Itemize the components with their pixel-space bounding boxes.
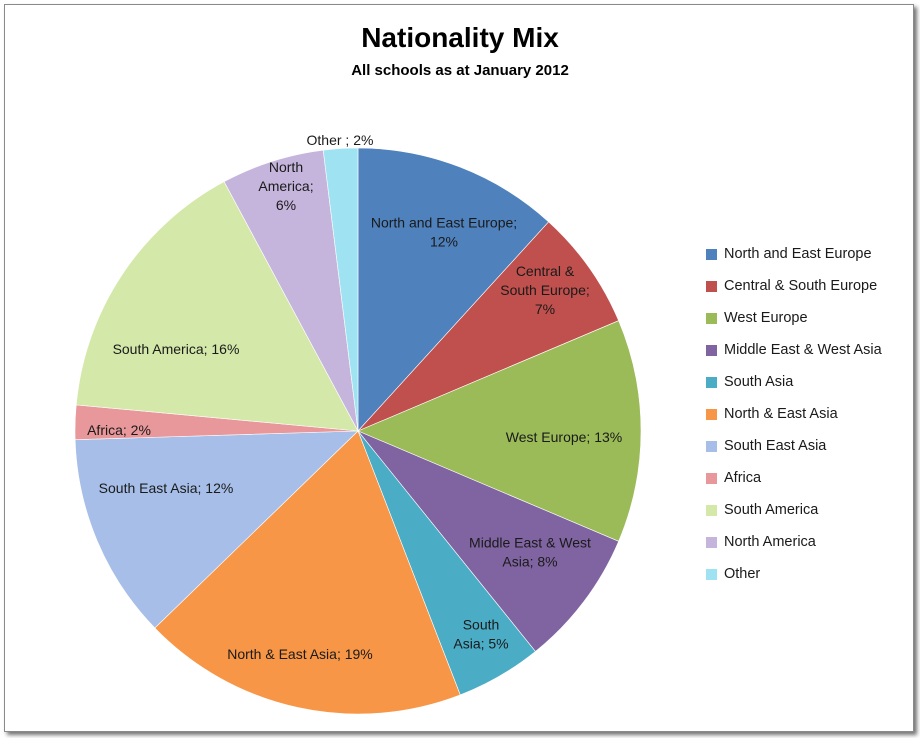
legend-label: South Asia <box>724 374 794 390</box>
pie-slice-other <box>322 147 359 432</box>
slice-label-central-south-europe: Central & South Europe; 7% <box>500 263 590 317</box>
legend-label: Central & South Europe <box>724 278 878 294</box>
pie-slice-west-europe <box>357 320 642 542</box>
legend-item: Other <box>706 558 911 590</box>
legend-item: West Europe <box>706 302 911 334</box>
legend-swatch <box>706 376 717 388</box>
legend-swatch <box>706 312 717 324</box>
pie-slice-south-america <box>75 181 359 432</box>
slice-label-south-america: South America; 16% <box>113 341 240 357</box>
legend-item: South Asia <box>706 366 911 398</box>
legend-swatch <box>706 568 717 580</box>
legend-swatch <box>706 248 717 260</box>
slice-label-west-europe: West Europe; 13% <box>506 429 622 445</box>
chart-legend: North and East Europe Central & South Eur… <box>706 238 911 590</box>
legend-label: South East Asia <box>724 438 827 454</box>
chart-title: Nationality Mix <box>361 22 559 53</box>
legend-label: North America <box>724 534 816 550</box>
legend-label: North and East Europe <box>724 246 872 262</box>
legend-item: Middle East & West Asia <box>706 334 911 366</box>
slice-label-africa: Africa; 2% <box>87 422 151 438</box>
legend-item: North and East Europe <box>706 238 911 270</box>
slice-label-south-asia: South Asia; 5% <box>453 617 508 652</box>
legend-swatch <box>706 472 717 484</box>
legend-swatch <box>706 408 717 420</box>
slice-label-south-east-asia: South East Asia; 12% <box>99 480 234 496</box>
legend-swatch <box>706 344 717 356</box>
legend-label: West Europe <box>724 310 808 326</box>
slice-label-north-america: North America; 6% <box>258 159 313 213</box>
legend-item: South East Asia <box>706 430 911 462</box>
legend-label: Other <box>724 566 761 582</box>
pie-slice-middle-east-west-asia <box>357 430 620 652</box>
slice-label-other: Other ; 2% <box>307 132 374 148</box>
pie-slice-central-south-europe <box>357 221 620 432</box>
slice-label-middle-east-west-asia: Middle East & West Asia; 8% <box>469 535 591 570</box>
legend-label: South America <box>724 502 819 518</box>
legend-item: North America <box>706 526 911 558</box>
legend-swatch <box>706 440 717 452</box>
legend-swatch <box>706 536 717 548</box>
pie-slice-north-east-asia <box>154 430 461 715</box>
legend-item: North & East Asia <box>706 398 911 430</box>
chart-subtitle: All schools as at January 2012 <box>351 62 569 79</box>
legend-item: Africa <box>706 462 911 494</box>
legend-label: Middle East & West Asia <box>724 342 882 358</box>
pie-slice-north-and-east-europe <box>357 147 550 432</box>
legend-item: South America <box>706 494 911 526</box>
slice-label-north-and-east-europe: North and East Europe; 12% <box>371 215 517 250</box>
slice-label-north-east-asia: North & East Asia; 19% <box>227 646 373 662</box>
legend-item: Central & South Europe <box>706 270 911 302</box>
legend-swatch <box>706 280 717 292</box>
pie-slice-south-east-asia <box>74 430 359 629</box>
legend-label: Africa <box>724 470 762 486</box>
legend-swatch <box>706 504 717 516</box>
legend-label: North & East Asia <box>724 406 838 422</box>
